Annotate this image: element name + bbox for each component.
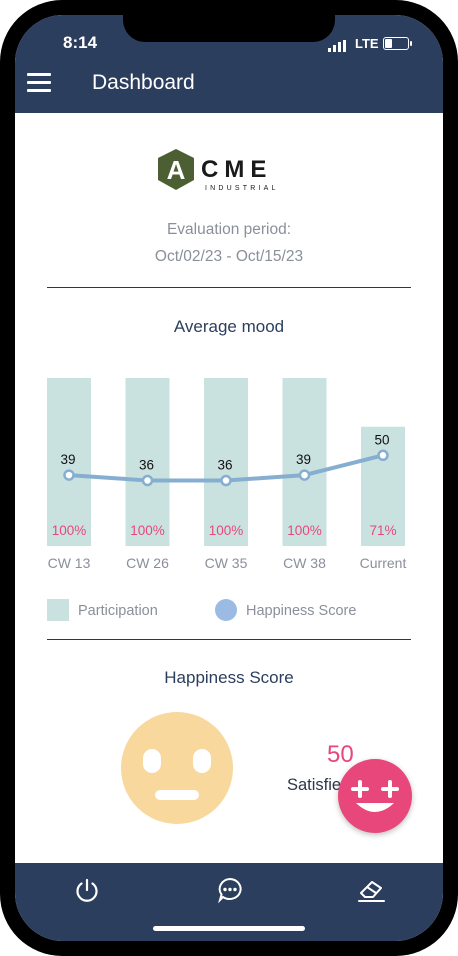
eraser-icon[interactable] <box>357 876 387 904</box>
participation-bar <box>361 426 405 546</box>
average-mood-chart: 39 100% CW 13 36 100% CW 26 36 100% CW 35 39 100% C… <box>47 378 407 571</box>
participation-value-label: 71% <box>369 523 396 538</box>
menu-button[interactable] <box>27 72 53 94</box>
add-feedback-button[interactable] <box>338 759 412 833</box>
logo-hexagon <box>158 149 194 190</box>
divider <box>47 287 411 288</box>
category-tick-label: CW 35 <box>205 555 248 571</box>
company-logo: A CME INDUSTRIAL <box>158 149 279 192</box>
participation-value-label: 100% <box>209 523 244 538</box>
happiness-point <box>377 449 389 462</box>
category-tick-label: CW 26 <box>126 555 169 571</box>
face-eye <box>143 749 161 773</box>
logo-name: CME <box>201 156 272 183</box>
happiness-point <box>63 469 75 481</box>
participation-value-label: 100% <box>287 523 322 538</box>
happiness-score-value: 50 <box>327 741 354 768</box>
chart-title: Average mood <box>173 317 285 336</box>
logo-tagline: INDUSTRIAL <box>205 185 279 192</box>
legend-happiness-label: Happiness Score <box>246 603 357 619</box>
add-smiley-icon <box>351 780 399 812</box>
evaluation-label: Evaluation period: <box>166 221 292 238</box>
participation-bar <box>204 378 248 546</box>
happiness-point <box>220 474 232 487</box>
neutral-face-icon <box>121 712 233 824</box>
chat-icon[interactable] <box>216 876 244 904</box>
home-indicator <box>153 926 305 931</box>
page-title: Dashboard <box>92 71 195 94</box>
network-type: LTE <box>355 36 379 51</box>
divider <box>47 639 411 640</box>
participation-bar <box>125 378 170 546</box>
top-bar: 8:14 LTE Dashboard <box>15 15 443 113</box>
happiness-value-label: 36 <box>139 458 154 473</box>
happiness-value-label: 39 <box>60 452 75 467</box>
happiness-value-label: 50 <box>374 432 389 447</box>
happiness-score-label: Satisfied <box>287 776 351 794</box>
evaluation-range: Oct/02/23 - Oct/15/23 <box>154 248 304 265</box>
happiness-value-label: 36 <box>217 458 232 473</box>
participation-bar <box>282 378 327 546</box>
happiness-section-title: Happiness Score <box>164 668 294 687</box>
status-time: 8:14 <box>63 33 98 52</box>
face-mouth <box>155 790 199 800</box>
power-icon[interactable] <box>73 876 101 904</box>
signal-icon <box>328 40 346 52</box>
happiness-point <box>298 469 311 481</box>
participation-bar <box>47 378 91 546</box>
happiness-point <box>141 474 154 487</box>
legend-participation-label: Participation <box>78 603 158 619</box>
happiness-value-label: 39 <box>296 452 311 467</box>
app-screen: 8:14 LTE Dashboard A CME INDUSTRIAL Eval… <box>15 15 443 941</box>
face-eye <box>193 749 211 773</box>
legend-participation-swatch <box>47 599 69 621</box>
battery-icon <box>383 37 412 50</box>
legend-happiness-dot <box>215 599 237 621</box>
logo-letter: A <box>167 155 186 185</box>
category-tick-label: CW 38 <box>283 555 326 571</box>
category-tick-label: Current <box>360 555 407 571</box>
participation-value-label: 100% <box>52 523 87 538</box>
participation-value-label: 100% <box>130 523 165 538</box>
category-tick-label: CW 13 <box>48 555 91 571</box>
notch <box>123 15 335 42</box>
